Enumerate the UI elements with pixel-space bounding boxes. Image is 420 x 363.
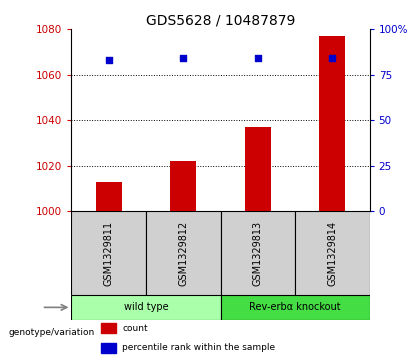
Text: GSM1329812: GSM1329812: [178, 220, 188, 286]
Bar: [146, 211, 220, 295]
Bar: [295, 211, 370, 295]
Text: GSM1329811: GSM1329811: [104, 220, 114, 286]
Text: GSM1329814: GSM1329814: [327, 220, 337, 286]
Bar: [245, 127, 271, 211]
Bar: [71, 211, 146, 295]
Bar: [71, 295, 220, 320]
Bar: [101, 323, 116, 333]
Bar: [170, 161, 196, 211]
Point: [105, 57, 112, 63]
Bar: [220, 295, 370, 320]
Point: [180, 55, 186, 61]
Title: GDS5628 / 10487879: GDS5628 / 10487879: [146, 14, 295, 28]
Bar: [101, 343, 116, 353]
Text: genotype/variation: genotype/variation: [8, 328, 95, 337]
Bar: [319, 36, 345, 211]
Text: Rev-erbα knockout: Rev-erbα knockout: [249, 302, 341, 313]
Bar: [96, 182, 122, 211]
Text: wild type: wild type: [123, 302, 168, 313]
Text: count: count: [122, 324, 148, 333]
Text: GSM1329813: GSM1329813: [253, 220, 263, 286]
Text: percentile rank within the sample: percentile rank within the sample: [122, 343, 275, 352]
Bar: [220, 211, 295, 295]
Point: [255, 55, 261, 61]
Point: [329, 55, 336, 61]
